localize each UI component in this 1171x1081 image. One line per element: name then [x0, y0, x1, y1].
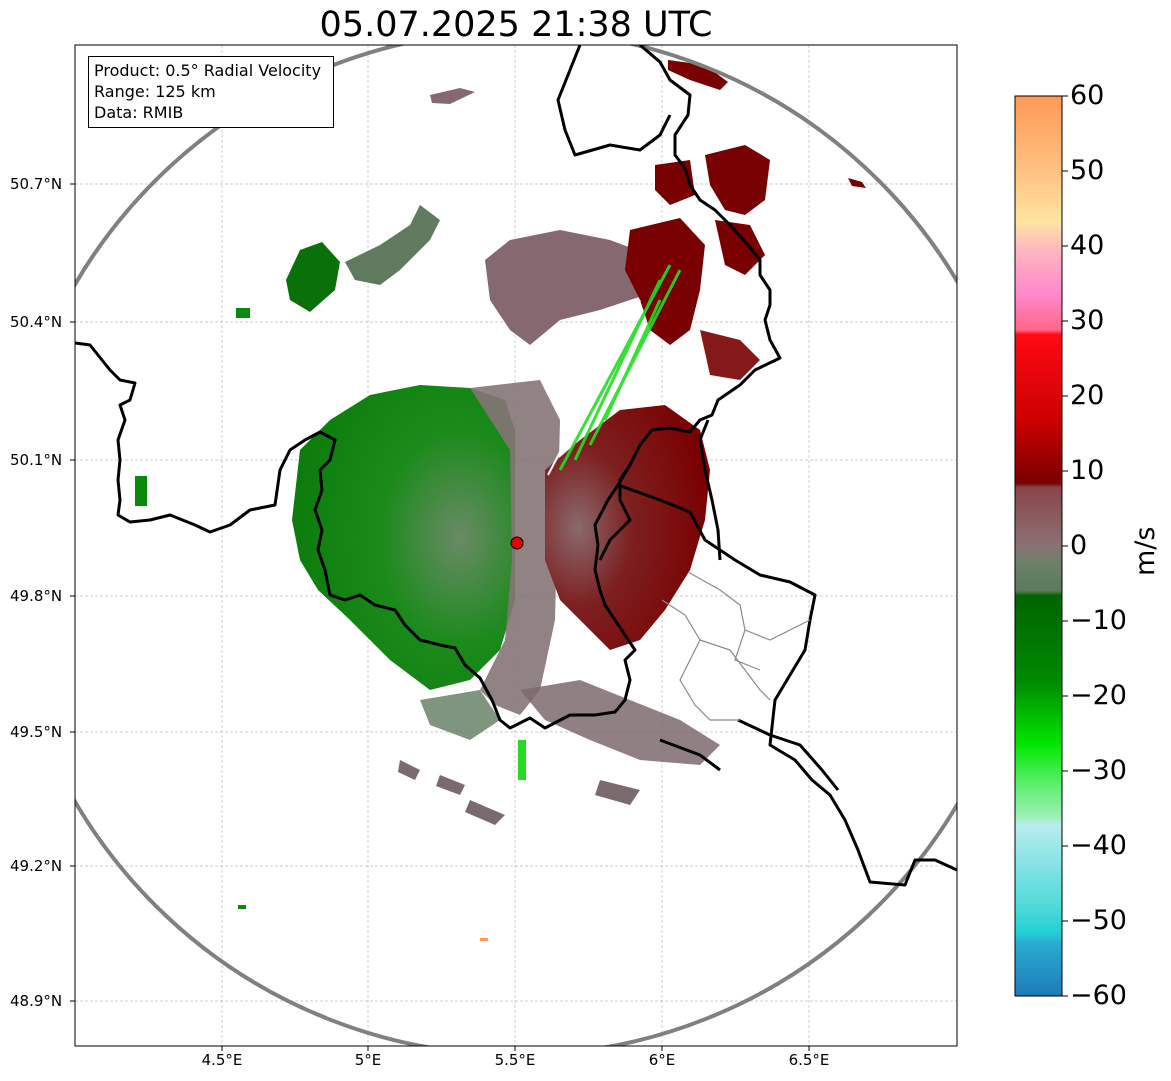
colorbar	[1014, 95, 1063, 997]
map-title: 05.07.2025 21:38 UTC	[319, 5, 713, 45]
range-label: Range: 125 km	[94, 82, 216, 101]
lat-label: 49.5°N	[10, 723, 63, 741]
colorbar-tick-label: −20	[1070, 680, 1127, 711]
lat-label: 48.9°N	[10, 992, 63, 1010]
lon-label: 4.5°E	[201, 1051, 243, 1069]
lat-label: 50.4°N	[10, 313, 63, 331]
colorbar-tick-label: 0	[1070, 530, 1088, 561]
colorbar-tick-label: 20	[1070, 380, 1105, 411]
ne-echo-2	[705, 145, 770, 215]
colorbar-unit-label: m/s	[1130, 526, 1161, 576]
inbound-echo-main	[292, 385, 515, 690]
lon-label: 5.5°E	[494, 1051, 536, 1069]
colorbar-tick-label: −40	[1070, 830, 1127, 861]
plot-frame	[74, 44, 958, 1047]
colorbar-tick-label: 10	[1070, 455, 1105, 486]
axis-ticks	[70, 183, 810, 1051]
lat-label: 50.7°N	[10, 175, 63, 193]
colorbar-tick-label: 50	[1070, 155, 1105, 186]
lon-label: 5°E	[354, 1051, 382, 1069]
lat-label: 49.2°N	[10, 857, 63, 875]
lon-label: 6.5°E	[788, 1051, 830, 1069]
lon-label: 6°E	[648, 1051, 676, 1069]
colorbar-tick-label: 60	[1070, 80, 1105, 111]
lat-label: 49.8°N	[10, 587, 63, 605]
northern-echo	[485, 230, 660, 345]
colorbar-tick-label: −30	[1070, 755, 1127, 786]
lat-label: 50.1°N	[10, 451, 63, 469]
radar-site-marker	[510, 536, 524, 550]
ne-echo-6	[700, 330, 760, 380]
colorbar-tick-label: 40	[1070, 230, 1105, 261]
colorbar-tick-label: −50	[1070, 905, 1127, 936]
nw-echo-grey	[345, 205, 440, 285]
colorbar-tick-label: 30	[1070, 305, 1105, 336]
colorbar-ticks	[1062, 95, 1068, 997]
data-source-label: Data: RMIB	[94, 103, 184, 122]
country-borders	[75, 45, 957, 887]
product-info-box: Product: 0.5° Radial Velocity Range: 125…	[88, 56, 334, 128]
colorbar-tick-label: −10	[1070, 605, 1127, 636]
outbound-echo-main	[545, 405, 710, 650]
region-borders	[661, 571, 811, 721]
colorbar-tick-label: −60	[1070, 980, 1127, 1011]
nw-echo-green	[286, 242, 340, 312]
ne-echo-3	[715, 220, 765, 275]
product-label: Product: 0.5° Radial Velocity	[94, 61, 322, 80]
ne-echo-5	[668, 60, 728, 90]
